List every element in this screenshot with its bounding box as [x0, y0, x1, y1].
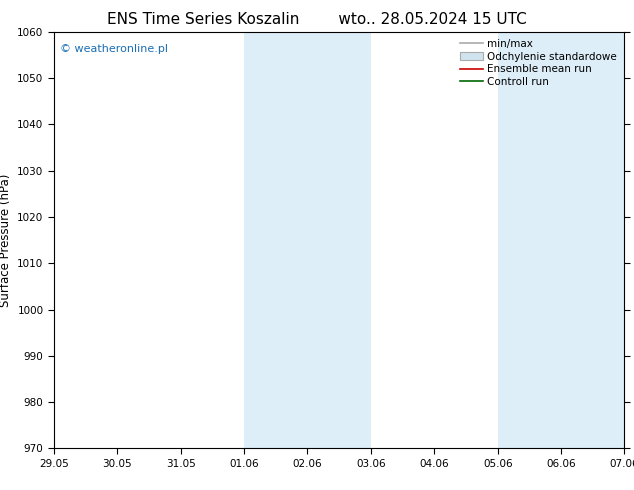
Bar — [307, 32, 371, 448]
Bar — [561, 32, 624, 448]
Legend: min/max, Odchylenie standardowe, Ensemble mean run, Controll run: min/max, Odchylenie standardowe, Ensembl… — [458, 37, 619, 89]
Text: © weatheronline.pl: © weatheronline.pl — [60, 44, 167, 54]
Bar — [498, 32, 561, 448]
Y-axis label: Surface Pressure (hPa): Surface Pressure (hPa) — [0, 173, 11, 307]
Bar — [244, 32, 307, 448]
Text: ENS Time Series Koszalin        wto.. 28.05.2024 15 UTC: ENS Time Series Koszalin wto.. 28.05.202… — [107, 12, 527, 27]
